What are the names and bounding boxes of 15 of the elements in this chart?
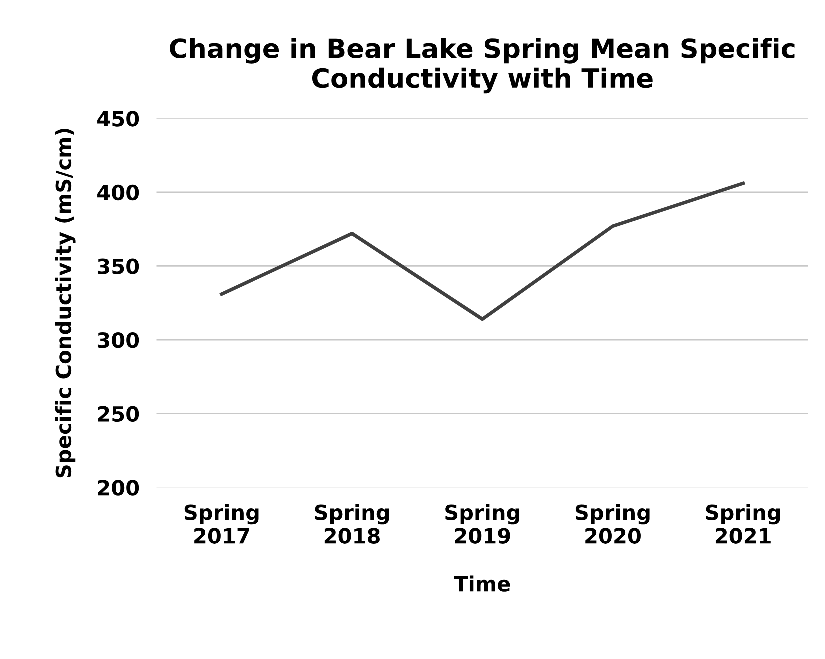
y-tick-label: 450 [98,111,140,127]
y-tick-label: 350 [98,258,140,274]
y-tick-label: 250 [98,406,140,422]
x-tick-label: Spring 2020 [576,504,650,544]
x-axis-title: Time [454,576,510,592]
y-tick-label: 400 [98,184,140,201]
y-tick-label: 200 [98,480,140,496]
x-tick-label: Spring 2018 [315,504,390,544]
line-series [220,182,746,322]
y-axis-title: Specific Conductivity (mS/cm) [55,128,76,478]
x-tick-label: Spring 2017 [184,504,259,544]
x-tick-label: Spring 2019 [446,504,520,544]
chart-title: Change in Bear Lake Spring Mean Specific Conductivity with Time [170,38,795,94]
x-tick-label: Spring 2021 [706,504,780,544]
y-tick-label: 300 [98,332,140,348]
